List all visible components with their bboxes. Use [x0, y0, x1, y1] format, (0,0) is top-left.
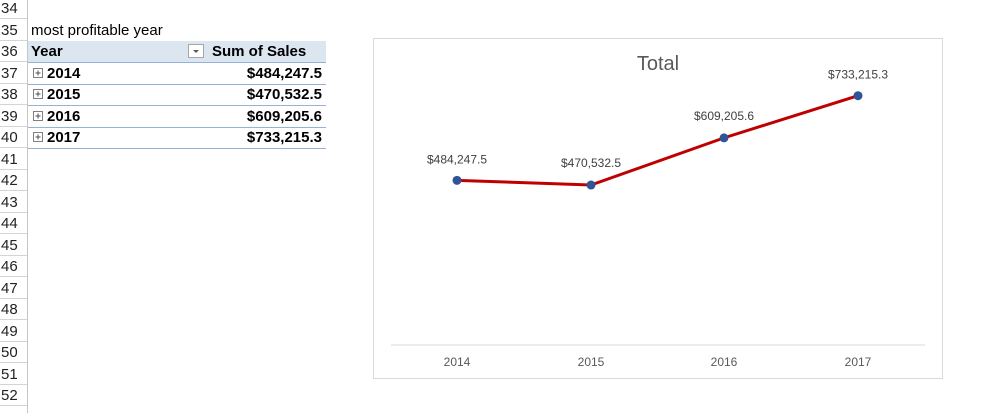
sheet-row[interactable]: 43: [0, 192, 1001, 214]
data-label: $609,205.6: [694, 109, 754, 123]
pivot-row[interactable]: 2015 $470,532.5: [28, 84, 326, 106]
pivot-row[interactable]: 2014 $484,247.5: [28, 63, 326, 85]
row-number[interactable]: 43: [0, 192, 27, 213]
pivot-row-value: $484,247.5: [246, 64, 322, 82]
data-point[interactable]: [452, 175, 462, 185]
pivot-row-year: 2015: [47, 86, 81, 103]
sheet-row[interactable]: 52: [0, 385, 1001, 407]
row-number[interactable]: 42: [0, 170, 27, 191]
row-header-column: [0, 0, 28, 413]
row-number[interactable]: 44: [0, 213, 27, 234]
data-label: $733,215.3: [828, 68, 888, 82]
pivot-header-year[interactable]: Year: [31, 43, 63, 60]
pivot-header-sum[interactable]: Sum of Sales: [212, 43, 307, 60]
row-number[interactable]: 48: [0, 299, 27, 320]
pivot-row[interactable]: 2016 $609,205.6: [28, 106, 326, 128]
pivot-row[interactable]: 2017 $733,215.3: [28, 127, 326, 149]
row-number[interactable]: 35: [0, 20, 27, 41]
row-number[interactable]: 38: [0, 84, 27, 105]
expand-icon[interactable]: [33, 132, 43, 142]
row-number[interactable]: 46: [0, 256, 27, 277]
data-point[interactable]: [853, 91, 863, 101]
x-tick-label: 2016: [711, 355, 738, 369]
expand-icon[interactable]: [33, 110, 43, 121]
row-number[interactable]: 49: [0, 321, 27, 342]
expand-icon[interactable]: [33, 89, 43, 99]
sheet-row[interactable]: 34: [0, 0, 1001, 20]
filter-dropdown-button[interactable]: [188, 44, 204, 58]
sheet-row[interactable]: 48: [0, 299, 1001, 321]
row-number[interactable]: 51: [0, 364, 27, 385]
sheet-row[interactable]: 40 2017 $733,215.3: [0, 127, 1001, 149]
pivot-row-value: $470,532.5: [246, 86, 322, 103]
sheet-row[interactable]: 36 Year Sum of Sales: [0, 41, 1001, 63]
pivot-row-value: $609,205.6: [246, 107, 322, 125]
row-number[interactable]: 41: [0, 149, 27, 170]
sheet-row[interactable]: 35 most profitable year: [0, 20, 1001, 42]
sheet-row[interactable]: 46: [0, 256, 1001, 278]
row-number[interactable]: 37: [0, 63, 27, 84]
sheet-row[interactable]: 39 2016 $609,205.6: [0, 106, 1001, 128]
sheet-row[interactable]: 47: [0, 278, 1001, 300]
sheet-row[interactable]: 38 2015 $470,532.5: [0, 84, 1001, 106]
chart-svg: Total $484,247.5 2014 $470,532.5 2015 $609,2…: [391, 53, 925, 369]
x-tick-label: 2017: [845, 355, 872, 369]
pivot-row-year: 2016: [47, 107, 81, 125]
chevron-down-icon: [193, 50, 199, 53]
sheet-row[interactable]: 42: [0, 170, 1001, 192]
line-chart[interactable]: Total $484,247.5 2014 $470,532.5 2015 $609,2…: [373, 38, 943, 379]
pivot-row-value: $733,215.3: [246, 129, 322, 146]
sheet-row[interactable]: 51: [0, 364, 1001, 386]
pivot-row-year: 2014: [47, 64, 81, 82]
row-number[interactable]: 40: [0, 127, 27, 148]
data-point[interactable]: [586, 180, 596, 190]
x-tick-label: 2014: [444, 355, 471, 369]
row-number[interactable]: 39: [0, 106, 27, 127]
series-line-total[interactable]: [456, 94, 859, 187]
sheet-row[interactable]: 37 2014 $484,247.5: [0, 63, 1001, 85]
sheet-row[interactable]: 44: [0, 213, 1001, 235]
row-number[interactable]: 34: [0, 0, 27, 19]
sheet-row[interactable]: 45: [0, 235, 1001, 257]
sheet-row[interactable]: 41: [0, 149, 1001, 171]
row-number[interactable]: 52: [0, 385, 27, 406]
data-label: $484,247.5: [427, 152, 487, 166]
row-number[interactable]: 36: [0, 41, 27, 62]
data-label: $470,532.5: [561, 156, 621, 170]
pivot-row-year: 2017: [47, 129, 81, 146]
chart-title: Total: [637, 53, 679, 75]
row-number[interactable]: 45: [0, 235, 27, 256]
pivot-header-row: Year Sum of Sales: [28, 41, 326, 63]
cell-a35-label[interactable]: most profitable year: [31, 21, 163, 39]
row-number[interactable]: 47: [0, 278, 27, 299]
expand-icon[interactable]: [33, 67, 43, 78]
data-point[interactable]: [719, 133, 729, 143]
row-number[interactable]: 50: [0, 342, 27, 363]
sheet-row[interactable]: 50: [0, 342, 1001, 364]
x-tick-label: 2015: [578, 355, 605, 369]
sheet-row[interactable]: 49: [0, 321, 1001, 343]
